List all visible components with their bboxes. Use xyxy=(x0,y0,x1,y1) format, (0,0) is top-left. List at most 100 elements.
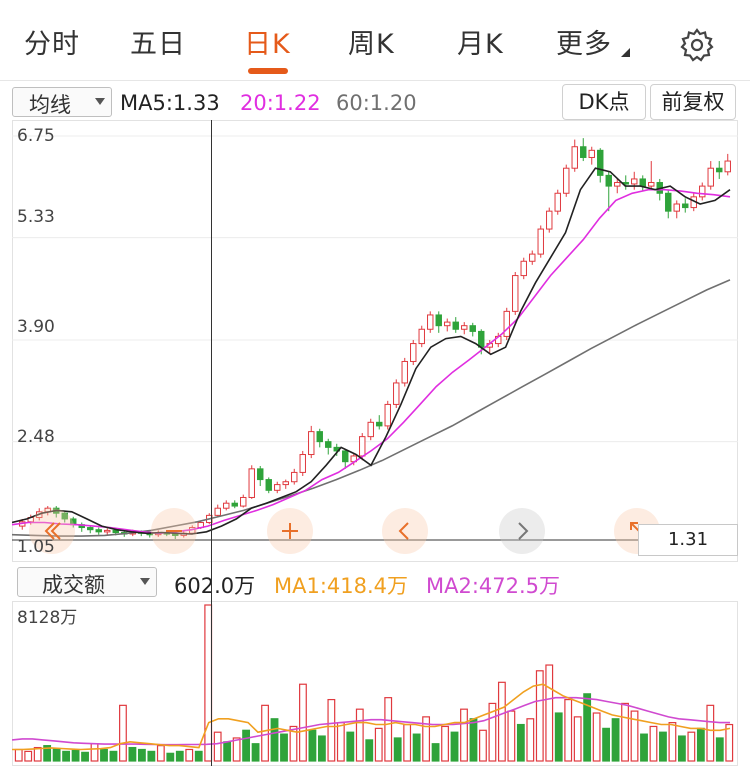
volume-bar xyxy=(270,718,279,762)
volume-bar xyxy=(109,750,118,762)
volume-bar xyxy=(317,735,326,762)
candle-body xyxy=(724,160,731,173)
candle-body xyxy=(503,310,510,337)
volume-bar xyxy=(450,731,459,762)
crosshair-vertical-line xyxy=(211,120,212,766)
volume-bar xyxy=(535,670,544,762)
tab-intraday[interactable]: 分时 xyxy=(24,29,80,60)
candle-body xyxy=(325,441,332,448)
price-axis-tick: 6.75 xyxy=(17,126,55,146)
candlestick-chart[interactable] xyxy=(12,120,738,562)
candle-body xyxy=(588,149,595,158)
volume-bar xyxy=(62,750,71,762)
volume-bar xyxy=(251,743,260,762)
volume-bar xyxy=(659,731,667,762)
volume-bar xyxy=(630,710,639,762)
candle-body xyxy=(699,185,706,198)
candle-body xyxy=(95,529,102,533)
candle-body xyxy=(112,529,119,534)
volume-ma2-value: MA2:472.5万 xyxy=(426,574,561,598)
volume-bar xyxy=(621,702,629,762)
tab-five-day[interactable]: 五日 xyxy=(130,29,186,60)
ma-select-label: 均线 xyxy=(29,93,71,117)
candle-body xyxy=(87,527,94,531)
volume-bar xyxy=(213,731,222,762)
candle-body xyxy=(614,182,621,187)
dk-point-button[interactable]: DK点 xyxy=(562,84,646,120)
candle-body xyxy=(665,192,672,212)
volume-bar xyxy=(422,716,431,762)
volume-bar xyxy=(175,750,184,762)
tab-weekly-k[interactable]: 周K xyxy=(348,29,395,60)
volume-bar xyxy=(71,749,80,762)
volume-bar xyxy=(412,733,421,762)
candle-body xyxy=(257,468,264,481)
candle-body xyxy=(707,167,714,187)
candle-body xyxy=(682,203,689,209)
candle-body xyxy=(444,321,451,327)
nav-button-bg xyxy=(382,508,428,554)
volume-bar xyxy=(403,723,412,762)
candle-body xyxy=(231,502,238,507)
candle-body xyxy=(214,507,221,516)
candle-body xyxy=(452,321,459,330)
candle-body xyxy=(223,502,230,509)
volume-bar xyxy=(52,747,61,762)
volume-bar xyxy=(232,737,241,762)
volume-chart[interactable] xyxy=(12,601,738,766)
volume-bar xyxy=(299,683,307,762)
forward-adjust-button[interactable]: 前复权 xyxy=(650,84,736,120)
candle-body xyxy=(520,260,527,277)
volume-bar xyxy=(545,664,554,762)
volume-bar xyxy=(469,718,478,762)
volume-bar xyxy=(33,746,42,762)
volume-bar xyxy=(564,698,573,762)
volume-bar xyxy=(90,743,99,762)
volume-bar xyxy=(374,727,383,762)
candle-body xyxy=(554,192,561,212)
volume-bar xyxy=(242,729,251,762)
volume-bar xyxy=(507,710,516,762)
candle-body xyxy=(427,314,434,330)
candle-body xyxy=(563,167,570,194)
price-axis-tick: 2.48 xyxy=(17,427,55,447)
zoom-out-icon xyxy=(151,508,197,554)
volume-bar xyxy=(346,731,355,762)
volume-bar xyxy=(128,746,137,762)
candle-body xyxy=(461,325,468,330)
candle-body xyxy=(393,382,400,405)
tab-monthly-k[interactable]: 月K xyxy=(457,29,504,60)
tab-daily-k[interactable]: 日K xyxy=(244,29,291,60)
candle-body xyxy=(435,314,442,327)
volume-bar xyxy=(554,712,563,762)
ma-indicator-select[interactable]: 均线 xyxy=(12,87,112,117)
candle-body xyxy=(631,178,638,185)
candle-body xyxy=(359,436,366,457)
candle-body xyxy=(716,167,723,173)
volume-bar xyxy=(156,745,165,762)
volume-bar xyxy=(725,723,734,762)
volume-bar xyxy=(696,727,705,762)
volume-bar xyxy=(479,729,487,762)
volume-bar xyxy=(119,704,127,762)
volume-ma2-line xyxy=(12,696,730,746)
volume-indicator-select[interactable]: 成交额 xyxy=(17,567,157,597)
candle-body xyxy=(571,146,578,169)
ma20-line xyxy=(12,188,731,535)
volume-bar xyxy=(289,725,298,762)
candle-body xyxy=(648,182,655,187)
volume-bar xyxy=(668,722,677,762)
candle-body xyxy=(291,471,298,483)
icon-stroke xyxy=(44,522,61,540)
period-tabs: 分时 五日 日K 周K 月K 更多 xyxy=(0,0,750,81)
tab-more[interactable]: 更多 xyxy=(556,29,612,60)
gear-icon[interactable] xyxy=(679,27,715,63)
candle-body xyxy=(605,174,612,187)
volume-bar xyxy=(706,704,715,762)
volume-bar xyxy=(611,718,620,762)
candle-body xyxy=(469,325,476,332)
volume-bar xyxy=(573,716,582,762)
volume-bar xyxy=(602,727,611,762)
candle-body xyxy=(248,468,255,498)
candle-body xyxy=(299,454,306,473)
